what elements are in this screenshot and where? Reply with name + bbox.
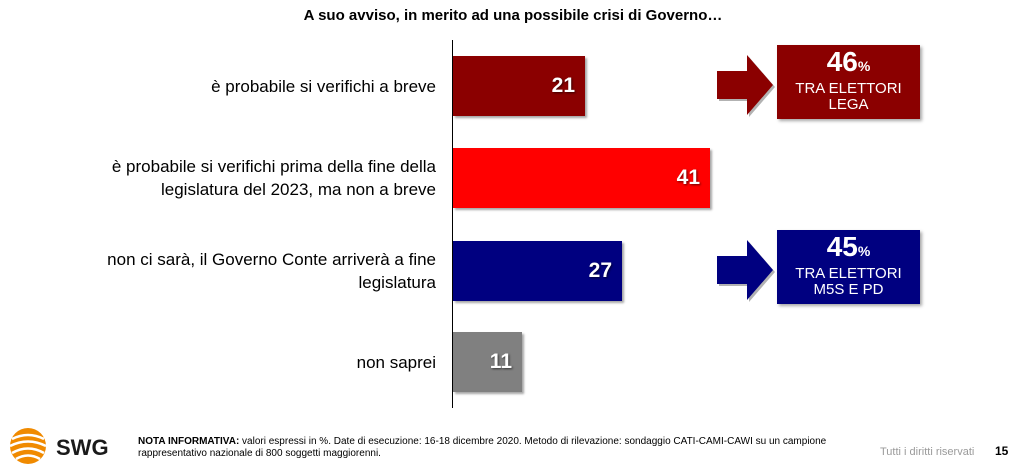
y-axis-line <box>452 40 453 408</box>
bar-value-label: 21 <box>551 74 575 97</box>
category-label: non saprei <box>6 351 436 374</box>
callout-unit: % <box>857 243 871 259</box>
callout-unit: % <box>857 58 871 74</box>
callout-percentage: 45% <box>777 232 920 266</box>
bar: 27 <box>453 241 622 301</box>
bar-value-label: 27 <box>588 259 612 282</box>
bar: 21 <box>453 56 585 116</box>
category-label: è probabile si verifichi prima della fin… <box>6 155 436 201</box>
category-label-line: è probabile si verifichi a breve <box>211 76 436 96</box>
note-label: NOTA INFORMATIVA: <box>138 436 240 447</box>
callout-text: LEGA <box>828 96 869 113</box>
rights-text: Tutti i diritti riservati <box>880 446 975 458</box>
callout-text: TRA ELETTORI <box>795 265 902 282</box>
category-label: non ci sarà, il Governo Conte arriverà a… <box>6 248 436 294</box>
footer-note: NOTA INFORMATIVA: valori espressi in %. … <box>138 436 848 460</box>
callout-value: 46 <box>826 46 858 77</box>
arrow-right-icon <box>717 240 775 302</box>
bar-value-label: 41 <box>676 166 700 189</box>
callout-box: 45% TRA ELETTORI M5S E PD <box>777 230 920 304</box>
note-text: valori espressi in %. Date di esecuzione… <box>138 436 827 459</box>
category-label: è probabile si verifichi a breve <box>6 75 436 98</box>
chart-title: A suo avviso, in merito ad una possibile… <box>303 7 723 24</box>
page-number: 15 <box>995 444 1009 458</box>
callout-text: TRA ELETTORI <box>795 80 902 97</box>
category-label-line: non saprei <box>356 352 436 372</box>
callout-box: 46% TRA ELETTORI LEGA <box>777 45 920 119</box>
callout-percentage: 46% <box>777 47 920 81</box>
swg-logo: SWG <box>9 428 109 464</box>
swg-logo-text: SWG <box>56 435 109 460</box>
category-label-line: legislatura <box>358 273 437 292</box>
category-label-line: legislatura del 2023, ma non a breve <box>160 180 436 199</box>
bar: 41 <box>453 148 710 208</box>
callout-value: 45 <box>826 231 858 262</box>
bar: 11 <box>453 332 522 392</box>
category-label-line: è probabile si verifichi prima della fin… <box>111 157 436 176</box>
bar-value-label: 11 <box>489 350 512 373</box>
arrow-right-icon <box>717 55 775 117</box>
callout-text: M5S E PD <box>813 281 884 298</box>
category-label-line: non ci sarà, il Governo Conte arriverà a… <box>107 250 436 269</box>
